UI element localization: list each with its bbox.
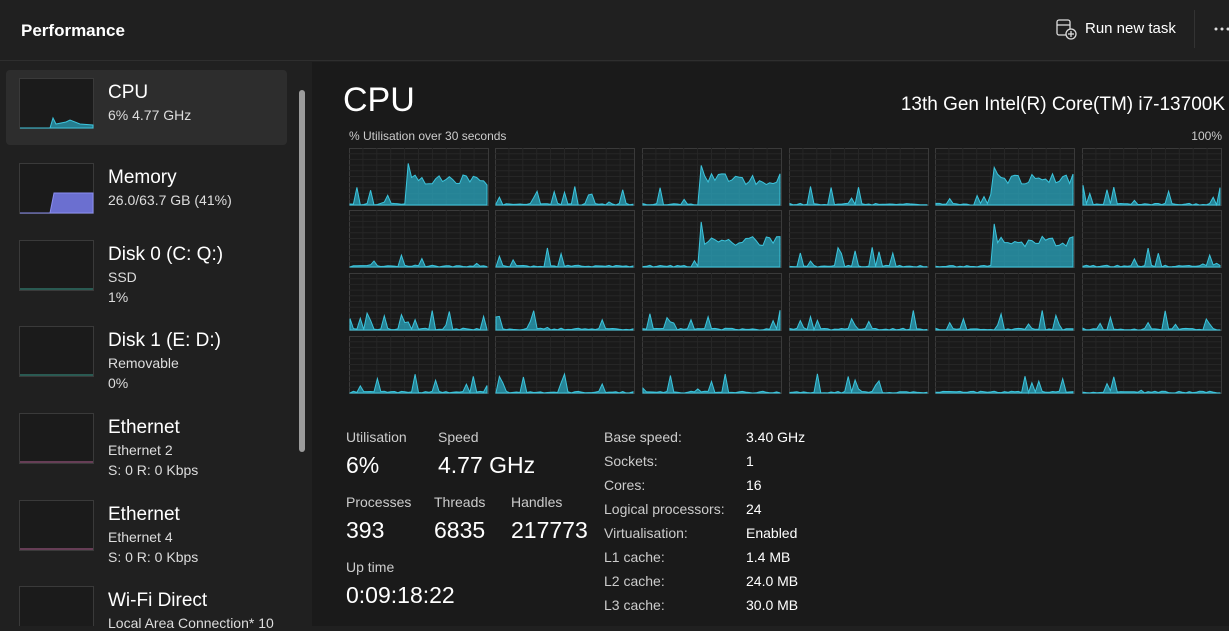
item-name[interactable]: Wi-Fi Direct	[108, 591, 207, 610]
stat-label: Utilisation	[346, 430, 407, 444]
stat-value: 217773	[511, 519, 588, 542]
detail-value: 3.40 GHz	[746, 430, 805, 444]
detail-value: 30.0 MB	[746, 598, 798, 612]
thumbnail	[20, 79, 94, 129]
stat-value: 4.77 GHz	[438, 454, 535, 477]
item-detail: S: 0 R: 0 Kbps	[108, 550, 198, 564]
detail-value: 24.0 MB	[746, 574, 798, 588]
stat-value: 6%	[346, 454, 379, 477]
item-detail: S: 0 R: 0 Kbps	[108, 463, 198, 477]
detail-label: Cores:	[604, 478, 645, 492]
stat-label: Processes	[346, 495, 411, 509]
item-detail: Removable	[108, 356, 179, 370]
item-detail: Ethernet 4	[108, 530, 173, 544]
item-detail: Ethernet 2	[108, 443, 173, 457]
detail-value: 1.4 MB	[746, 550, 790, 564]
item-name[interactable]: Disk 1 (E: D:)	[108, 331, 221, 350]
item-detail: 1%	[108, 290, 128, 304]
thumbnail	[20, 241, 94, 291]
detail-label: L3 cache:	[604, 598, 665, 612]
main-title: CPU	[343, 83, 415, 117]
graph-label: % Utilisation over 30 seconds	[349, 130, 506, 142]
processor-name: 13th Gen Intel(R) Core(TM) i7-13700K	[901, 95, 1225, 114]
detail-label: Sockets:	[604, 454, 658, 468]
stat-value: 393	[346, 519, 384, 542]
thumbnail	[20, 327, 94, 377]
item-detail: 6% 4.77 GHz	[108, 108, 191, 122]
stat-label: Handles	[511, 495, 562, 509]
stat-value: 0:09:18:22	[346, 584, 455, 607]
graph-max: 100%	[1191, 130, 1222, 142]
item-name[interactable]: CPU	[108, 83, 148, 102]
detail-label: Logical processors:	[604, 502, 725, 516]
detail-value: 16	[746, 478, 762, 492]
stat-value: 6835	[434, 519, 485, 542]
detail-value: Enabled	[746, 526, 797, 540]
item-detail: Local Area Connection* 10	[108, 616, 274, 630]
stat-label: Speed	[438, 430, 478, 444]
item-name[interactable]: Ethernet	[108, 418, 180, 437]
item-detail: SSD	[108, 270, 137, 284]
stat-label: Threads	[434, 495, 485, 509]
item-detail: 26.0/63.7 GB (41%)	[108, 193, 232, 207]
thumbnail	[20, 414, 94, 464]
item-name[interactable]: Memory	[108, 168, 177, 187]
item-detail: 0%	[108, 376, 128, 390]
thumbnail	[20, 587, 94, 627]
detail-label: L2 cache:	[604, 574, 665, 588]
detail-label: Virtualisation:	[604, 526, 688, 540]
stat-label: Up time	[346, 560, 394, 574]
item-name[interactable]: Disk 0 (C: Q:)	[108, 245, 223, 264]
detail-value: 24	[746, 502, 762, 516]
thumbnail	[20, 501, 94, 551]
detail-value: 1	[746, 454, 754, 468]
detail-label: L1 cache:	[604, 550, 665, 564]
detail-label: Base speed:	[604, 430, 682, 444]
item-name[interactable]: Ethernet	[108, 505, 180, 524]
